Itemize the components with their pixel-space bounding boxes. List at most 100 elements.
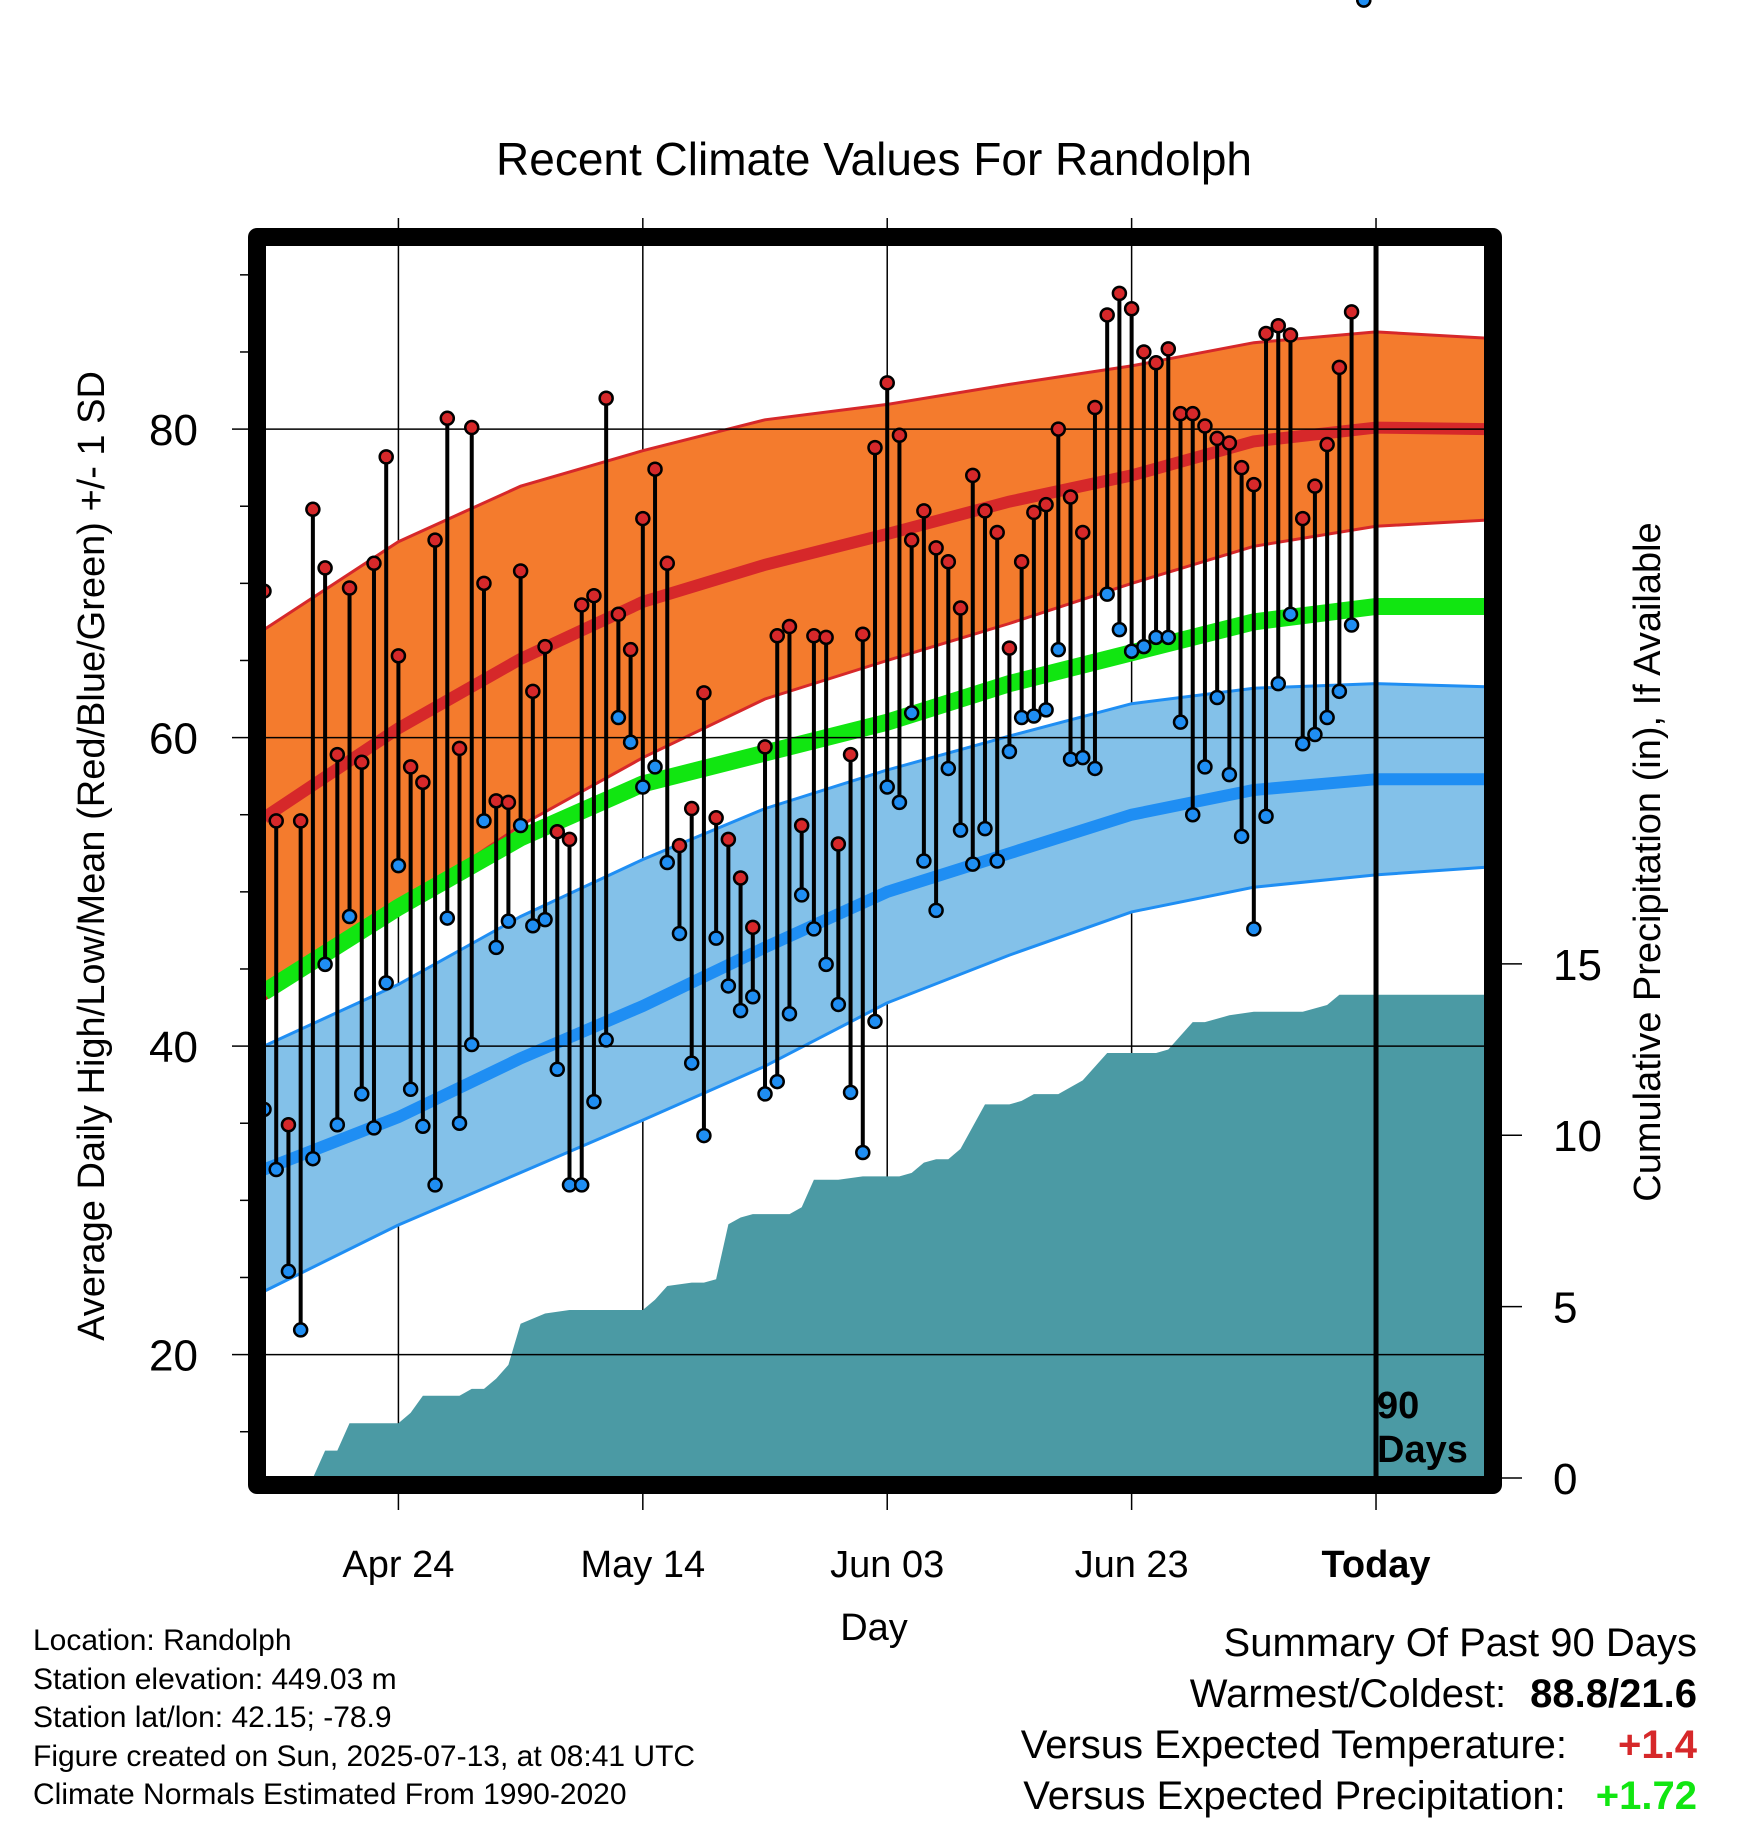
daily-high-point bbox=[793, 817, 810, 834]
daily-high-point bbox=[806, 628, 822, 644]
daily-high-point bbox=[402, 759, 419, 775]
y-axis-label: Average Daily High/Low/Mean (Red/Blue/Gr… bbox=[71, 371, 113, 1341]
daily-low-point bbox=[940, 760, 957, 777]
daily-high-point bbox=[879, 375, 895, 391]
precip-label: Versus Expected Precipitation: bbox=[1023, 1774, 1566, 1818]
daily-high-point bbox=[329, 746, 346, 763]
y2-tick-label: 0 bbox=[1553, 1455, 1577, 1504]
daily-low-point bbox=[622, 734, 639, 750]
y2-tick-label: 5 bbox=[1553, 1284, 1577, 1333]
daily-high-point bbox=[708, 810, 724, 826]
daily-high-point bbox=[512, 563, 529, 579]
summary-title: Summary Of Past 90 Days bbox=[1223, 1621, 1697, 1665]
daily-high-point bbox=[415, 774, 431, 791]
daily-high-point bbox=[451, 740, 468, 757]
daily-low-point bbox=[500, 913, 517, 929]
daily-high-point bbox=[1246, 476, 1262, 493]
y2-tick-label: 10 bbox=[1553, 1112, 1602, 1161]
daily-low-point bbox=[598, 1032, 614, 1048]
daily-low-point bbox=[732, 1002, 749, 1019]
daily-low-point bbox=[292, 1322, 309, 1338]
daily-low-point bbox=[977, 820, 993, 837]
daily-low-point bbox=[439, 910, 456, 926]
daily-low-point bbox=[1221, 766, 1238, 783]
daily-high-point bbox=[488, 793, 504, 809]
daily-low-point bbox=[378, 975, 394, 991]
daily-high-point bbox=[525, 683, 541, 700]
daily-low-point bbox=[488, 939, 504, 956]
today-label-days-word: Days bbox=[1377, 1429, 1468, 1471]
daily-low-point bbox=[1331, 683, 1348, 700]
today-label-days-count: 90 bbox=[1377, 1385, 1419, 1427]
daily-low-point bbox=[952, 822, 969, 838]
daily-low-point bbox=[1172, 714, 1189, 730]
daily-low-point bbox=[268, 1161, 284, 1178]
plot-frame bbox=[248, 228, 1502, 1494]
daily-low-point bbox=[305, 1150, 321, 1167]
daily-low-point bbox=[1013, 709, 1030, 726]
daily-high-point bbox=[1050, 421, 1067, 437]
daily-low-point bbox=[696, 1127, 712, 1144]
summary-panel: Summary Of Past 90 Days Warmest/Coldest:… bbox=[1021, 1618, 1697, 1822]
daily-high-point bbox=[549, 823, 566, 840]
daily-low-point bbox=[1294, 736, 1311, 752]
y-tick-label: 80 bbox=[149, 406, 198, 455]
daily-low-point bbox=[366, 1120, 382, 1136]
daily-high-point bbox=[842, 746, 859, 763]
y-tick-label: 20 bbox=[149, 1332, 198, 1381]
daily-high-point bbox=[268, 813, 284, 829]
daily-low-point bbox=[647, 759, 663, 775]
daily-high-point bbox=[561, 831, 578, 848]
daily-low-point bbox=[573, 1177, 590, 1193]
daily-high-point bbox=[1111, 285, 1128, 302]
daily-low-point bbox=[842, 1084, 859, 1101]
daily-high-point bbox=[1074, 524, 1091, 541]
daily-low-point bbox=[317, 956, 333, 973]
daily-high-point bbox=[989, 524, 1005, 541]
daily-low-point bbox=[708, 930, 724, 946]
daily-high-point bbox=[463, 419, 480, 436]
daily-high-point bbox=[855, 626, 871, 643]
y2-tick-label: 15 bbox=[1553, 941, 1602, 990]
daily-low-point bbox=[928, 902, 944, 919]
daily-low-point bbox=[659, 854, 676, 871]
daily-low-point bbox=[989, 853, 1005, 869]
daily-high-point bbox=[928, 540, 944, 556]
daily-high-point bbox=[916, 503, 932, 519]
daily-low-point bbox=[1270, 675, 1287, 692]
daily-low-point bbox=[1184, 806, 1201, 823]
daily-high-point bbox=[1197, 418, 1213, 434]
daily-low-point bbox=[329, 1117, 346, 1133]
daily-high-point bbox=[977, 503, 993, 519]
daily-high-point bbox=[366, 555, 382, 572]
daily-high-point bbox=[818, 629, 834, 646]
elevation-text: Station elevation: 449.03 m bbox=[33, 1662, 397, 1696]
daily-high-point bbox=[1136, 344, 1152, 360]
created-text: Figure created on Sun, 2025-07-13, at 08… bbox=[33, 1739, 696, 1773]
daily-low-point bbox=[549, 1061, 566, 1077]
daily-high-point bbox=[1038, 496, 1054, 513]
daily-high-point bbox=[1184, 405, 1201, 422]
warmest-value: 88.8/21.6 bbox=[1530, 1672, 1697, 1716]
daily-high-point bbox=[1319, 436, 1335, 453]
daily-high-point bbox=[1233, 459, 1250, 476]
temp-value: +1.4 bbox=[1618, 1723, 1697, 1767]
plot-area bbox=[256, 0, 1487, 1478]
daily-low-point bbox=[891, 794, 908, 811]
daily-high-point bbox=[757, 739, 773, 755]
daily-low-point bbox=[341, 908, 358, 925]
daily-high-point bbox=[732, 870, 749, 886]
daily-high-point bbox=[965, 467, 981, 484]
daily-low-point bbox=[1197, 759, 1213, 775]
daily-high-point bbox=[1331, 359, 1348, 376]
daily-high-point bbox=[476, 575, 492, 592]
daily-high-point bbox=[696, 685, 712, 701]
daily-low-point bbox=[903, 705, 920, 721]
daily-high-point bbox=[354, 754, 370, 771]
daily-low-point bbox=[1356, 0, 1372, 8]
x-tick-label: Today bbox=[1321, 1544, 1430, 1586]
daily-high-point bbox=[1099, 307, 1115, 323]
daily-low-point bbox=[1319, 709, 1335, 726]
x-tick-label: Jun 03 bbox=[830, 1544, 944, 1586]
